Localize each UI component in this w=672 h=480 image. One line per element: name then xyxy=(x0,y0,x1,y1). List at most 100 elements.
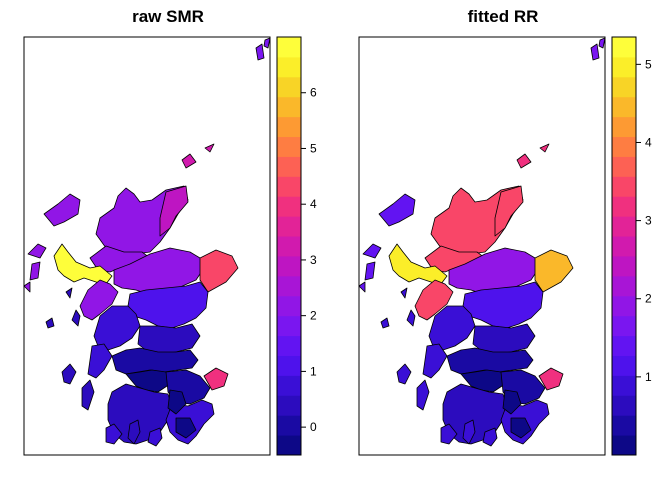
region-shetland xyxy=(598,37,606,49)
region-dumfries xyxy=(105,423,123,445)
legend-tick-label: 1 xyxy=(645,370,652,384)
color-legend: 1 2 3 4 5 xyxy=(611,36,652,456)
legend-swatch xyxy=(277,275,301,297)
region-islands xyxy=(81,379,95,411)
panel-title: fitted RR xyxy=(468,7,539,26)
map-frame xyxy=(358,36,606,456)
region-small_dark xyxy=(175,417,197,439)
legend-tick-label: 4 xyxy=(310,197,317,211)
legend-swatch xyxy=(612,116,636,138)
region-small_dark xyxy=(167,389,187,415)
region-shetland xyxy=(255,43,265,61)
legend-swatch xyxy=(277,176,301,197)
region-dumfries xyxy=(440,423,458,445)
legend-swatch xyxy=(277,196,301,217)
legend-tick-label: 2 xyxy=(310,309,317,323)
region-islands xyxy=(400,287,408,299)
region-east_coast xyxy=(538,367,564,391)
panel-fitted-rr: fitted RR 1 2 3 4 5 xyxy=(358,7,652,456)
legend-swatch xyxy=(612,395,636,416)
region-highland_east xyxy=(159,185,189,237)
region-islands xyxy=(406,309,416,327)
legend-swatch xyxy=(612,76,636,98)
legend-swatch xyxy=(612,196,636,217)
region-shetland xyxy=(590,43,600,61)
legend-swatch xyxy=(612,236,636,257)
legend-swatch xyxy=(277,295,301,317)
legend-swatch xyxy=(277,415,301,436)
region-small_dark xyxy=(510,417,532,439)
region-highland_east xyxy=(494,185,524,237)
region-orkney xyxy=(204,143,215,153)
region-western_isles xyxy=(23,281,31,293)
region-skye xyxy=(388,243,448,285)
legend-swatch xyxy=(612,176,636,197)
legend-tick-label: 5 xyxy=(310,141,317,155)
legend-swatch xyxy=(612,375,636,396)
region-argyll xyxy=(428,305,476,351)
region-western_isles xyxy=(362,243,382,259)
region-islands xyxy=(380,317,390,329)
legend-swatch xyxy=(277,355,301,376)
legend-tick-label: 3 xyxy=(310,253,317,267)
legend-swatch xyxy=(612,156,636,177)
legend-swatch xyxy=(612,355,636,376)
region-western_isles xyxy=(43,193,81,227)
region-islands xyxy=(396,363,412,385)
legend-swatch xyxy=(612,275,636,297)
legend-tick-label: 1 xyxy=(310,364,317,378)
region-highland_west xyxy=(79,279,119,321)
legend-swatch xyxy=(277,116,301,138)
legend-swatch xyxy=(612,37,636,58)
legend-tick-label: 6 xyxy=(310,86,317,100)
legend-frame xyxy=(611,36,637,456)
map-frame xyxy=(23,36,271,456)
legend-swatch xyxy=(277,76,301,98)
region-western_isles xyxy=(27,243,47,259)
region-argyll xyxy=(93,305,141,351)
legend-swatch xyxy=(612,435,636,456)
region-grampian xyxy=(448,247,540,295)
region-orkney xyxy=(539,143,550,153)
region-islands xyxy=(71,309,81,327)
region-argyll xyxy=(422,343,448,379)
legend-swatch xyxy=(612,255,636,277)
legend-swatch xyxy=(277,96,301,118)
legend-swatch xyxy=(612,335,636,356)
region-islands xyxy=(127,419,141,445)
legend-tick-label: 2 xyxy=(645,292,652,306)
panel-title: raw SMR xyxy=(132,7,204,26)
legend-swatch xyxy=(277,315,301,337)
legend-swatch xyxy=(612,216,636,237)
region-grampian xyxy=(113,247,205,295)
region-islands xyxy=(65,287,73,299)
region-tayside xyxy=(462,281,544,329)
region-east_coast xyxy=(203,367,229,391)
region-argyll xyxy=(87,343,113,379)
legend-swatch xyxy=(612,96,636,118)
scotland-map xyxy=(23,37,271,447)
legend-swatch xyxy=(277,255,301,277)
legend-swatch xyxy=(277,375,301,396)
legend-swatch xyxy=(277,37,301,58)
region-shetland xyxy=(263,37,271,49)
region-small_dark xyxy=(502,389,522,415)
color-legend: 0 1 2 3 4 5 6 xyxy=(276,36,317,456)
region-islands xyxy=(416,379,430,411)
region-dumfries xyxy=(482,427,498,447)
region-dumfries xyxy=(147,427,163,447)
legend-swatch xyxy=(277,136,301,157)
legend-swatch xyxy=(612,415,636,436)
legend-tick-label: 4 xyxy=(645,135,652,149)
region-islands xyxy=(61,363,77,385)
region-skye xyxy=(53,243,113,285)
legend-swatch xyxy=(277,56,301,78)
legend-swatch xyxy=(277,335,301,356)
region-orkney xyxy=(516,153,532,169)
region-highland_west xyxy=(414,279,454,321)
legend-swatch xyxy=(612,295,636,317)
legend-swatch xyxy=(277,395,301,416)
legend-swatch xyxy=(277,156,301,177)
scotland-map xyxy=(358,37,606,447)
region-western_isles xyxy=(358,281,366,293)
